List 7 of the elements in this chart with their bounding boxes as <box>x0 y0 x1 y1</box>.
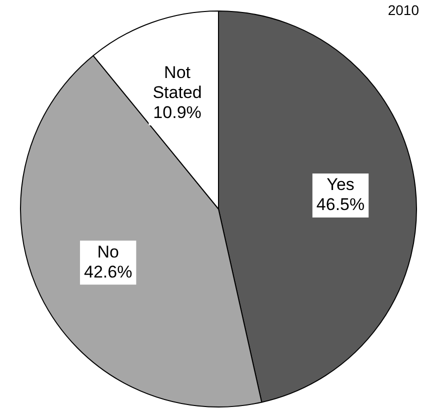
slice-label: Yes <box>326 175 354 194</box>
data-label: 46.5% <box>316 195 365 214</box>
chart-title: 2010 <box>388 2 419 18</box>
data-label: 42.6% <box>84 262 132 282</box>
data-label: 10.9% <box>153 103 202 122</box>
slice-label: No <box>97 242 119 262</box>
slice-label: Not Stated <box>152 63 202 102</box>
